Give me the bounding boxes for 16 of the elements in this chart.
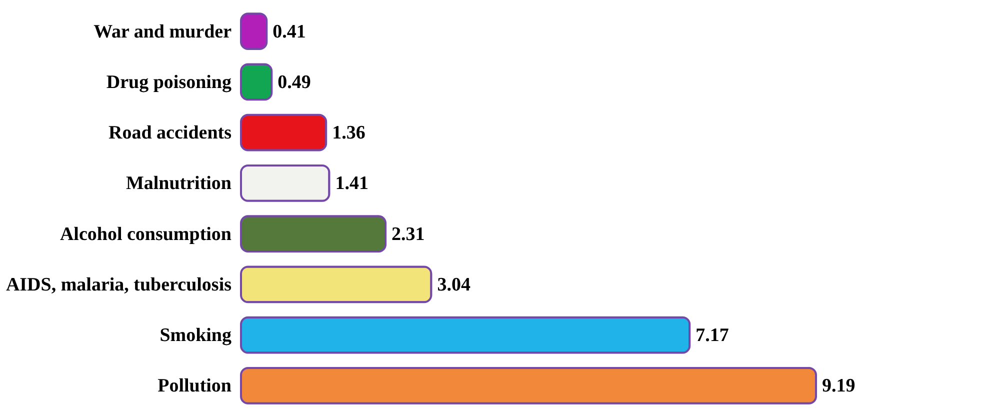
data-label: 3.04 xyxy=(437,274,471,296)
y-tick-label: Drug poisoning xyxy=(106,72,232,93)
data-label: 1.36 xyxy=(332,122,366,144)
y-tick-label: AIDS, malaria, tuberculosis xyxy=(6,274,232,296)
y-tick-label: Alcohol consumption xyxy=(60,224,232,245)
data-label: 0.41 xyxy=(272,21,306,42)
data-label: 9.19 xyxy=(822,376,856,397)
y-tick-label: Malnutrition xyxy=(126,173,232,194)
data-label: 7.17 xyxy=(696,325,730,346)
data-label: 2.31 xyxy=(392,224,425,245)
y-tick-label: Road accidents xyxy=(108,122,232,144)
data-label: 1.41 xyxy=(335,173,368,194)
data-label: 0.49 xyxy=(278,72,311,93)
y-tick-label: War and murder xyxy=(94,21,232,42)
y-tick-label: Pollution xyxy=(158,376,232,397)
y-tick-label: Smoking xyxy=(160,325,232,346)
